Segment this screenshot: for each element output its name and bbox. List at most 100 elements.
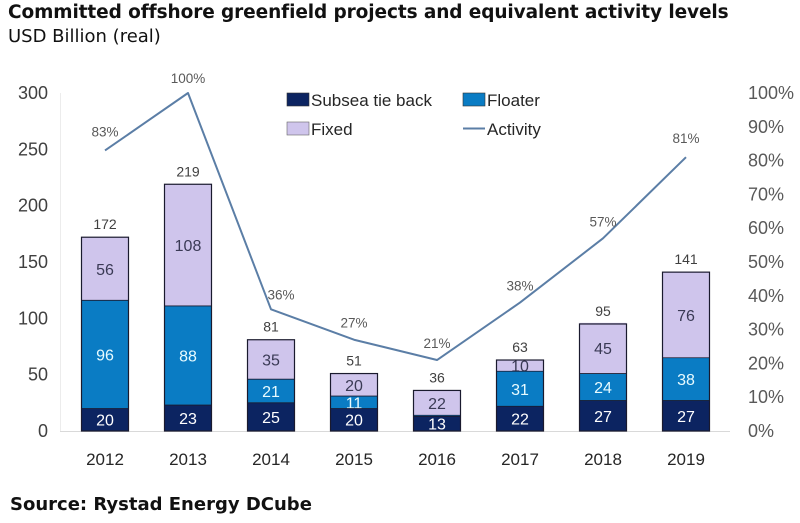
bar-stack: 27 38 76 141 xyxy=(661,251,711,432)
x-axis: 2012 2013 2014 2015 2016 2017 2018 2019 xyxy=(86,450,705,469)
bar-segment-label: 25 xyxy=(262,410,280,427)
bar-segment-floater xyxy=(496,371,544,407)
bars-group: 2096561722388108219252135812011205113223… xyxy=(80,163,711,434)
bar-outline xyxy=(578,323,628,432)
y-tick-label-right: 80% xyxy=(748,151,784,171)
y-tick-label-left: 200 xyxy=(18,196,48,216)
bar-total-label: 141 xyxy=(674,251,698,267)
source-note: Source: Rystad Energy DCube xyxy=(10,494,312,515)
bar-segment-subsea xyxy=(662,400,710,431)
legend-swatch-fixed xyxy=(286,121,310,136)
bar-outline xyxy=(661,271,711,432)
bar-segment-subsea xyxy=(164,405,212,431)
bar-outline xyxy=(246,339,296,432)
bar-segment-subsea xyxy=(330,408,378,431)
bar-segment-subsea xyxy=(247,402,295,431)
legend-label-activity: Activity xyxy=(487,120,541,139)
x-tick-label: 2012 xyxy=(86,450,124,469)
y-tick-label-right: 100% xyxy=(748,83,794,103)
chart-subtitle: USD Billion (real) xyxy=(8,26,161,47)
bar-segment-fixed xyxy=(164,184,212,306)
bar-outline xyxy=(80,236,130,432)
legend-label-fixed: Fixed xyxy=(311,120,353,139)
bar-segment-label: 35 xyxy=(262,352,280,369)
y-tick-label-right: 70% xyxy=(748,184,784,204)
y-tick-label-right: 90% xyxy=(748,117,784,137)
bar-segment-subsea xyxy=(496,406,544,431)
activity-point-label: 21% xyxy=(423,336,450,351)
bar-segment-fixed xyxy=(579,322,627,374)
bar-segment-label: 23 xyxy=(179,411,197,428)
chart-title: Committed offshore greenfield projects a… xyxy=(8,2,729,23)
bar-total-label: 63 xyxy=(512,339,528,355)
activity-point-label: 27% xyxy=(340,316,367,331)
bar-segment-label: 22 xyxy=(511,412,529,429)
y-axis-right: 0% 10% 20% 30% 40% 50% 60% 70% 80% 90% 100% xyxy=(748,83,794,441)
activity-point-label: 57% xyxy=(589,214,616,229)
y-tick-label-right: 30% xyxy=(748,320,784,340)
bar-segment-label: 88 xyxy=(179,349,197,366)
y-tick-label-left: 0 xyxy=(38,421,48,441)
bar-outline xyxy=(495,359,545,432)
x-tick-label: 2014 xyxy=(252,450,290,469)
legend-swatch-subsea xyxy=(286,92,310,107)
bar-total-label: 81 xyxy=(263,319,279,335)
legend-swatch-floater xyxy=(462,92,486,107)
y-tick-label-right: 50% xyxy=(748,252,784,272)
y-axis-left: 0 50 100 150 200 250 300 xyxy=(18,83,48,441)
bar-total-label: 36 xyxy=(429,369,445,385)
bar-segment-floater xyxy=(247,379,295,403)
bar-segment-floater xyxy=(164,305,212,406)
activity-line-group: 83% 100% 36% 27% 21% 38% 57% 81% xyxy=(91,71,700,362)
x-tick-label: 2017 xyxy=(501,450,539,469)
bar-segment-subsea xyxy=(81,408,129,431)
activity-point-label: 83% xyxy=(91,124,118,139)
bar-segment-floater xyxy=(81,300,129,409)
y-tick-label-left: 100 xyxy=(18,308,48,328)
x-tick-label: 2018 xyxy=(584,450,622,469)
bar-segment-subsea xyxy=(579,400,627,431)
bar-segment-label: 27 xyxy=(594,409,612,426)
activity-point-label: 36% xyxy=(267,287,294,302)
bar-stack: 27 24 45 95 xyxy=(578,303,628,432)
bar-stack: 20 96 56 172 xyxy=(80,216,130,432)
bar-segment-label: 38 xyxy=(677,372,695,389)
bar-segment-label: 20 xyxy=(345,378,363,395)
bar-segment-floater xyxy=(330,396,378,409)
bar-segment-fixed xyxy=(247,339,295,380)
bar-total-label: 51 xyxy=(346,353,362,369)
bar-segment-label: 56 xyxy=(96,262,114,279)
legend-label-floater: Floater xyxy=(487,91,540,110)
x-tick-label: 2019 xyxy=(667,450,705,469)
y-tick-label-left: 50 xyxy=(28,365,48,385)
bar-segment-label: 21 xyxy=(262,384,280,401)
x-tick-label: 2015 xyxy=(335,450,373,469)
y-tick-label-right: 60% xyxy=(748,218,784,238)
bar-total-label: 172 xyxy=(93,216,117,232)
bar-stack: 13 22 36 xyxy=(412,369,462,434)
bar-segment-label: 31 xyxy=(511,382,529,399)
bar-segment-floater xyxy=(579,373,627,401)
bar-segment-fixed xyxy=(330,373,378,397)
bar-segment-subsea xyxy=(413,416,461,431)
bar-segment-label: 45 xyxy=(594,341,612,358)
activity-line xyxy=(104,92,687,362)
bar-segment-floater xyxy=(413,415,461,417)
y-tick-label-left: 250 xyxy=(18,139,48,159)
x-tick-label: 2013 xyxy=(169,450,207,469)
bar-segment-label: 96 xyxy=(96,347,114,364)
bar-segment-label: 22 xyxy=(428,396,446,413)
y-tick-label-right: 40% xyxy=(748,286,784,306)
bar-segment-label: 108 xyxy=(175,238,202,255)
activity-point-label: 81% xyxy=(672,131,699,146)
bar-outline xyxy=(412,389,462,432)
y-tick-label-right: 20% xyxy=(748,353,784,373)
bar-outline xyxy=(163,183,213,432)
bar-total-label: 219 xyxy=(176,163,200,179)
bar-total-label: 95 xyxy=(595,303,611,319)
activity-point-label: 38% xyxy=(506,279,533,294)
bar-segment-label: 76 xyxy=(677,308,695,325)
bar-segment-label: 10 xyxy=(511,359,529,376)
bar-segment-label: 11 xyxy=(346,395,363,412)
bar-stack: 23 88 108 219 xyxy=(163,163,213,432)
